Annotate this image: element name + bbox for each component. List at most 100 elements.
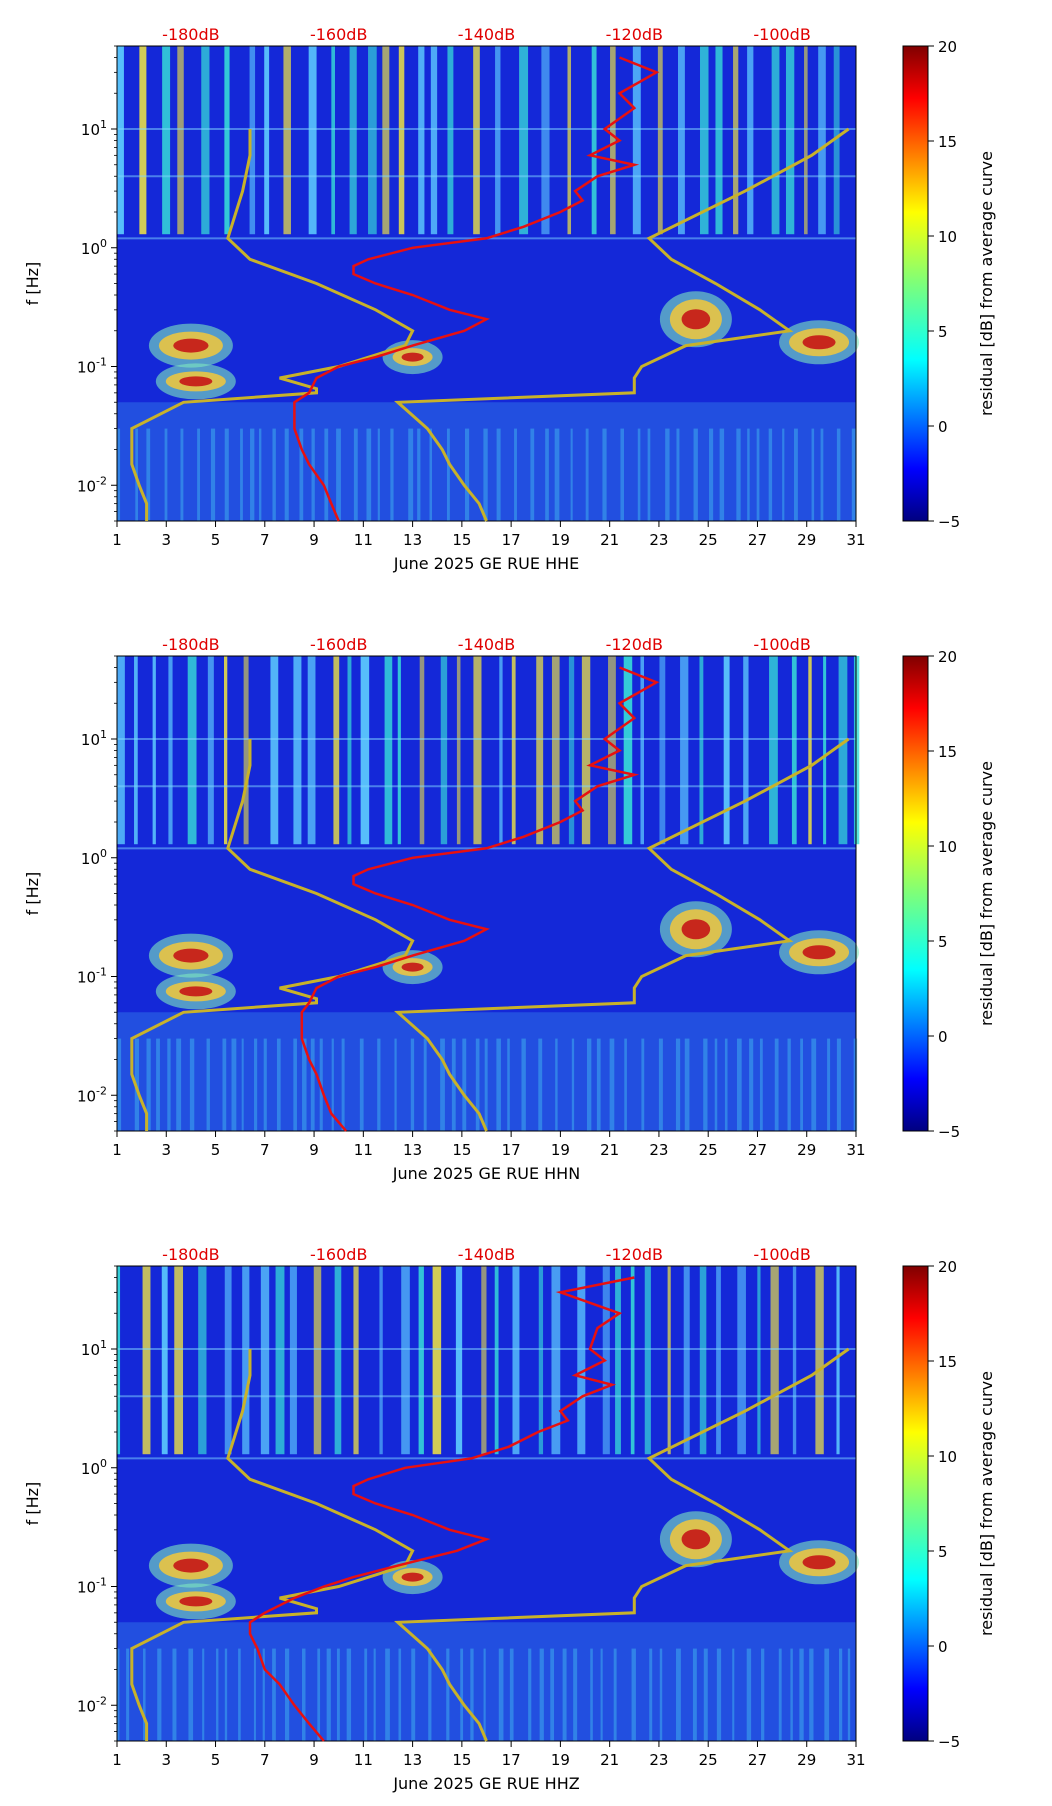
heatmap-low-stripe (224, 1648, 228, 1741)
x-tick-label: 11 (354, 1751, 373, 1769)
heatmap-stripe (716, 1266, 721, 1455)
heatmap-low-stripe (724, 1038, 728, 1131)
heatmap-low-stripe (676, 428, 680, 521)
colorbar-tick-label: 5 (938, 1543, 948, 1561)
x-tick-label: 13 (403, 1751, 422, 1769)
heatmap-low-stripe (240, 428, 243, 521)
db-axis-label: -160dB (310, 635, 367, 654)
heatmap-day-stripes (117, 1266, 840, 1455)
heatmap-low-stripe (408, 428, 414, 521)
heatmap-low-stripe (336, 428, 341, 521)
db-axis-label: -120dB (606, 25, 663, 44)
x-tick-label: 17 (502, 531, 521, 549)
heatmap-low-stripe (609, 1038, 615, 1131)
heatmap-stripe (804, 46, 808, 235)
heatmap-stripe (551, 656, 560, 845)
heatmap-stripe (168, 656, 173, 845)
heatmap-low-stripe (586, 1038, 592, 1131)
heatmap-low-stripe (836, 428, 841, 521)
heatmap-stripe (117, 1266, 121, 1455)
x-tick-label: 11 (354, 1141, 373, 1159)
heatmap-low-stripe (732, 1648, 735, 1741)
x-tick-label: 19 (551, 1141, 570, 1159)
x-tick-label: 1 (112, 1141, 122, 1159)
colorbar-tick-label: 10 (938, 228, 957, 246)
heatmap-stripe (757, 1266, 761, 1455)
heatmap-low-stripe (156, 1038, 160, 1131)
heatmap-low-stripe (665, 428, 670, 521)
heatmap-stripe (353, 1266, 359, 1455)
heatmap-stripe (308, 46, 317, 235)
heatmap-stripe (349, 46, 357, 235)
heatmap-low-stripe (263, 1038, 267, 1131)
colorbar-tick-label: −5 (938, 1123, 960, 1141)
heatmap-low-stripe (827, 1038, 831, 1131)
heatmap-blob-peak (401, 352, 424, 362)
heatmap-stripe (473, 656, 482, 845)
heatmap-low-stripe (538, 1038, 543, 1131)
colorbar-tick-label: 0 (938, 1028, 948, 1046)
x-tick-label: 29 (797, 1141, 816, 1159)
heatmap-stripe (283, 46, 291, 235)
heatmap-low-stripe (496, 1038, 501, 1131)
colorbar-label: residual [dB] from average curve (977, 1371, 996, 1636)
heatmap-low-stripes (117, 1648, 851, 1741)
heatmap-low-stripe (613, 1648, 617, 1741)
heatmap-stripe (207, 656, 214, 845)
heatmap-low-stripe (768, 428, 773, 521)
heatmap-low-stripe (146, 428, 151, 521)
spectrogram-panel-1: 1 3 5 7 9 11 13 15 17 19 21 23 25 27 29 3110-210-110010… (23, 25, 996, 573)
heatmap-low-stripe (631, 1648, 636, 1741)
heatmap-stripe (659, 656, 666, 845)
x-tick-label: 27 (748, 531, 767, 549)
heatmap-stripe (640, 656, 644, 845)
heatmap-stripe (152, 656, 156, 845)
heatmap-day-stripes (117, 46, 840, 235)
heatmap-low-stripe (176, 1038, 182, 1131)
y-tick-label: 101 (81, 1338, 107, 1359)
heatmap-stripe (264, 46, 270, 235)
heatmap-low-stripe (411, 1648, 416, 1741)
heatmap-low-stripe (483, 1648, 486, 1741)
heatmap-low-stripe (496, 428, 501, 521)
heatmap-low-stripe (824, 1648, 830, 1741)
heatmap-stripe (242, 1266, 250, 1455)
heatmap-stripe (632, 46, 641, 235)
x-tick-label: 29 (797, 1751, 816, 1769)
heatmap-low-stripe (820, 428, 824, 521)
heatmap-low-stripe (202, 1648, 205, 1741)
heatmap-stripe (677, 46, 685, 235)
heatmap-low-stripes (117, 1038, 858, 1131)
heatmap-low-stripe (498, 1648, 504, 1741)
heatmap-stripe (334, 1266, 342, 1455)
db-axis-label: -120dB (606, 1245, 663, 1264)
colorbar-tick-label: −5 (938, 513, 960, 531)
heatmap-stripe (456, 656, 461, 845)
heatmap-stripe (512, 1266, 520, 1455)
heatmap-stripe (347, 656, 352, 845)
heatmap-stripe (808, 656, 812, 845)
heatmap-low-stripe (262, 1648, 265, 1741)
heatmap-stripe (134, 656, 138, 845)
y-tick-label: 101 (81, 118, 107, 139)
heatmap-stripe (270, 656, 279, 845)
x-tick-label: 1 (112, 1751, 122, 1769)
heatmap-low-stripe (311, 428, 315, 521)
heatmap-stripe (551, 1266, 561, 1455)
x-tick-label: 31 (846, 1141, 865, 1159)
heatmap-low-stripe (117, 1648, 120, 1741)
heatmap-stripe (418, 46, 425, 235)
heatmap-low-stripe (310, 1038, 315, 1131)
heatmap-low-stripe (377, 428, 380, 521)
y-tick-label: 100 (81, 1457, 107, 1478)
db-axis-label: -120dB (606, 635, 663, 654)
db-axis-label: -180dB (162, 25, 219, 44)
heatmap-low-stripe (359, 1038, 364, 1131)
heatmap-low-stripe (126, 1648, 130, 1741)
colorbar-tick-label: 20 (938, 648, 957, 666)
heatmap-stripe (177, 46, 184, 235)
heatmap-stripe (581, 656, 591, 845)
heatmap-stripe (743, 656, 749, 845)
db-axis-label: -140dB (458, 25, 515, 44)
db-axis-label: -140dB (458, 1245, 515, 1264)
